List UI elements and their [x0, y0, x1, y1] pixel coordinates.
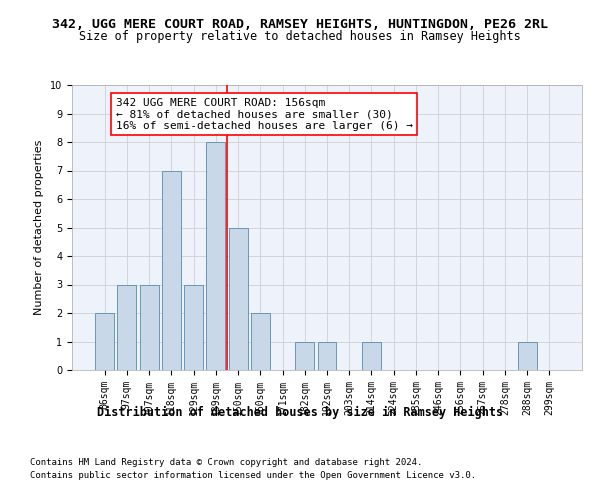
Bar [518, 342, 536, 370]
Bar [295, 342, 314, 370]
Text: Contains public sector information licensed under the Open Government Licence v3: Contains public sector information licen… [30, 470, 476, 480]
Bar [317, 342, 337, 370]
Bar [140, 284, 158, 370]
Bar [206, 142, 225, 370]
Bar [362, 342, 381, 370]
Bar [118, 284, 136, 370]
Text: Distribution of detached houses by size in Ramsey Heights: Distribution of detached houses by size … [97, 406, 503, 419]
Y-axis label: Number of detached properties: Number of detached properties [34, 140, 44, 315]
Bar [162, 170, 181, 370]
Bar [184, 284, 203, 370]
Bar [229, 228, 248, 370]
Bar [251, 313, 270, 370]
Text: Size of property relative to detached houses in Ramsey Heights: Size of property relative to detached ho… [79, 30, 521, 43]
Bar [95, 313, 114, 370]
Text: 342 UGG MERE COURT ROAD: 156sqm
← 81% of detached houses are smaller (30)
16% of: 342 UGG MERE COURT ROAD: 156sqm ← 81% of… [116, 98, 413, 131]
Text: 342, UGG MERE COURT ROAD, RAMSEY HEIGHTS, HUNTINGDON, PE26 2RL: 342, UGG MERE COURT ROAD, RAMSEY HEIGHTS… [52, 18, 548, 30]
Text: Contains HM Land Registry data © Crown copyright and database right 2024.: Contains HM Land Registry data © Crown c… [30, 458, 422, 467]
